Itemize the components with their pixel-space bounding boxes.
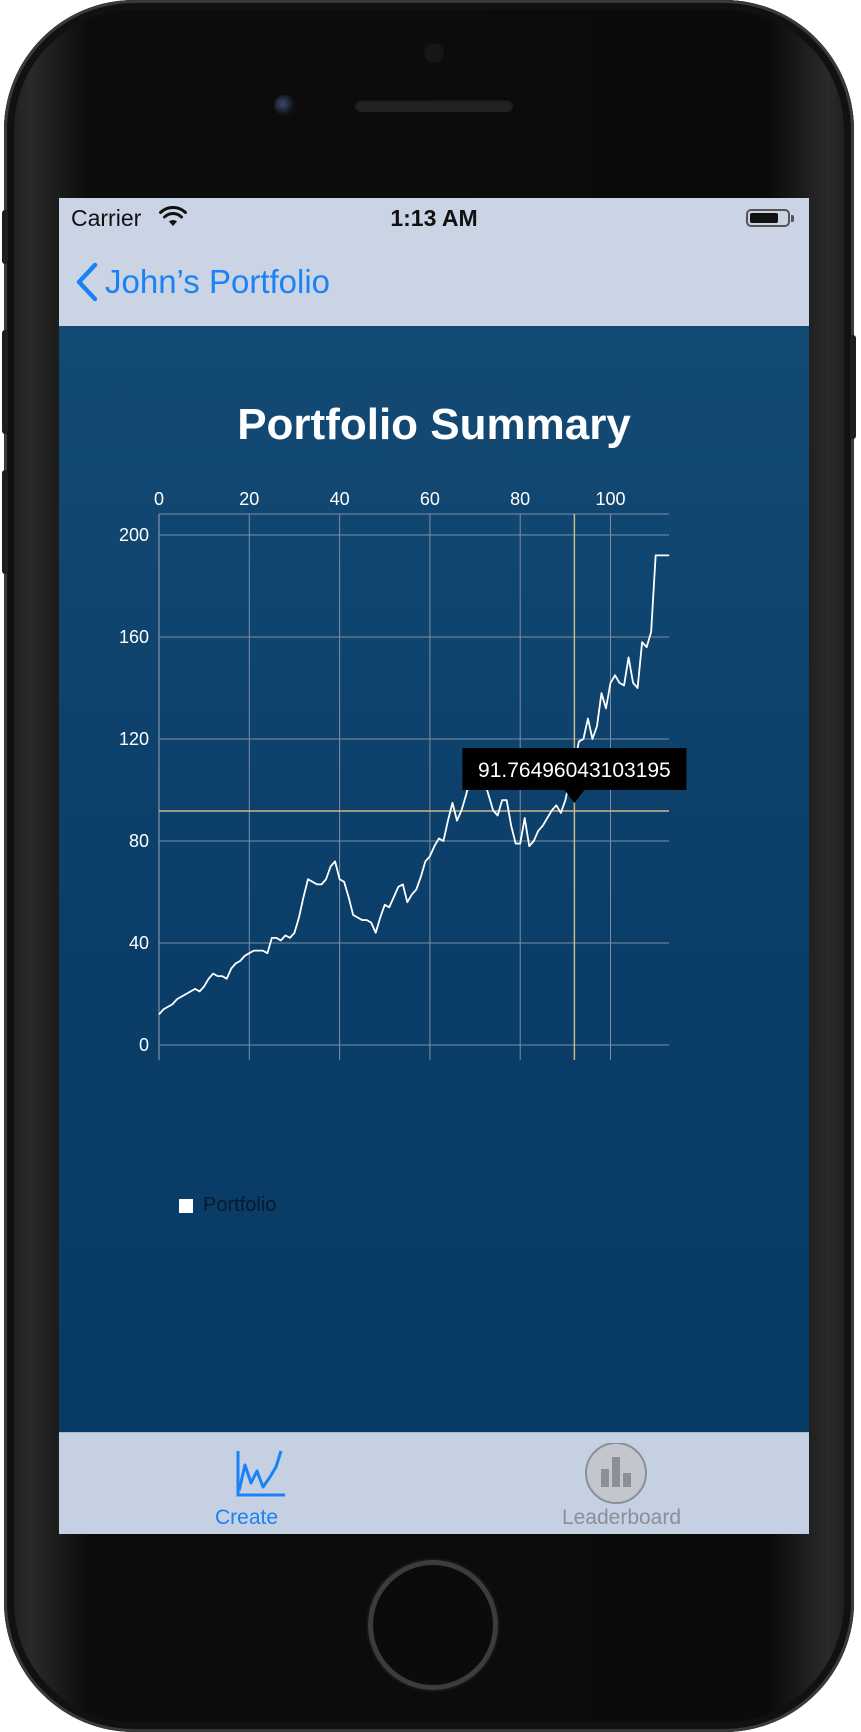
chevron-left-icon bbox=[76, 262, 98, 302]
portfolio-content: Portfolio Summary 0 20 40 60 80 100 0 40 80 120 16… bbox=[59, 326, 809, 1432]
home-button[interactable] bbox=[373, 1565, 493, 1685]
volume-up-button bbox=[2, 330, 8, 434]
x-tick-label: 80 bbox=[510, 489, 530, 509]
proximity-sensor bbox=[424, 43, 444, 63]
carrier-label: Carrier bbox=[71, 205, 142, 231]
series-line-portfolio bbox=[158, 554, 670, 1015]
tooltip-box bbox=[462, 747, 687, 790]
wifi-icon bbox=[159, 206, 187, 226]
y-tick-label: 120 bbox=[119, 729, 149, 749]
front-camera bbox=[274, 95, 296, 117]
tab-create[interactable]: Create bbox=[59, 1433, 434, 1534]
status-bar: Carrier 1:13 AM bbox=[59, 198, 809, 238]
tab-create-label: Create bbox=[214, 1506, 279, 1529]
x-tick-label: 100 bbox=[595, 489, 625, 509]
page-title: Portfolio Summary bbox=[237, 400, 631, 449]
chart-legend: Portfolio bbox=[179, 1194, 276, 1217]
y-tick-label: 0 bbox=[139, 1035, 149, 1055]
y-tick-label: 40 bbox=[129, 933, 149, 953]
x-tick-label: 60 bbox=[420, 489, 440, 509]
volume-down-button bbox=[2, 470, 8, 574]
back-button-label: John’s Portfolio bbox=[105, 263, 331, 300]
tooltip-value: 91.76496043103195 bbox=[478, 759, 671, 782]
tab-leaderboard-label: Leaderboard bbox=[561, 1506, 682, 1529]
y-tick-label: 80 bbox=[129, 831, 149, 851]
y-tick-label: 160 bbox=[119, 627, 149, 647]
tab-leaderboard[interactable]: Leaderboard bbox=[434, 1433, 809, 1534]
portfolio-chart[interactable]: 0 20 40 60 80 100 0 40 80 120 160 200 91.76496043103… bbox=[59, 326, 809, 1432]
legend-swatch bbox=[179, 1198, 193, 1213]
tab-bar: Create Leaderboard bbox=[59, 1432, 809, 1534]
x-tick-label: 0 bbox=[154, 489, 164, 509]
y-tick-label: 200 bbox=[119, 525, 149, 545]
line-chart-icon bbox=[236, 1450, 285, 1497]
mute-switch bbox=[2, 210, 8, 264]
back-button[interactable]: John’s Portfolio bbox=[75, 258, 330, 306]
navigation-bar: John’s Portfolio bbox=[59, 238, 809, 326]
bar-chart-circle-icon bbox=[585, 1443, 647, 1504]
legend-label: Portfolio bbox=[203, 1194, 277, 1216]
x-tick-label: 40 bbox=[330, 489, 350, 509]
battery-icon bbox=[746, 209, 794, 227]
tooltip-pointer bbox=[564, 789, 585, 803]
earpiece-speaker bbox=[354, 98, 514, 112]
status-time: 1:13 AM bbox=[390, 205, 478, 231]
power-button bbox=[850, 335, 856, 439]
screen: Carrier 1:13 AM John’s Portfolio Portfol… bbox=[59, 198, 809, 1534]
x-tick-label: 20 bbox=[239, 489, 259, 509]
